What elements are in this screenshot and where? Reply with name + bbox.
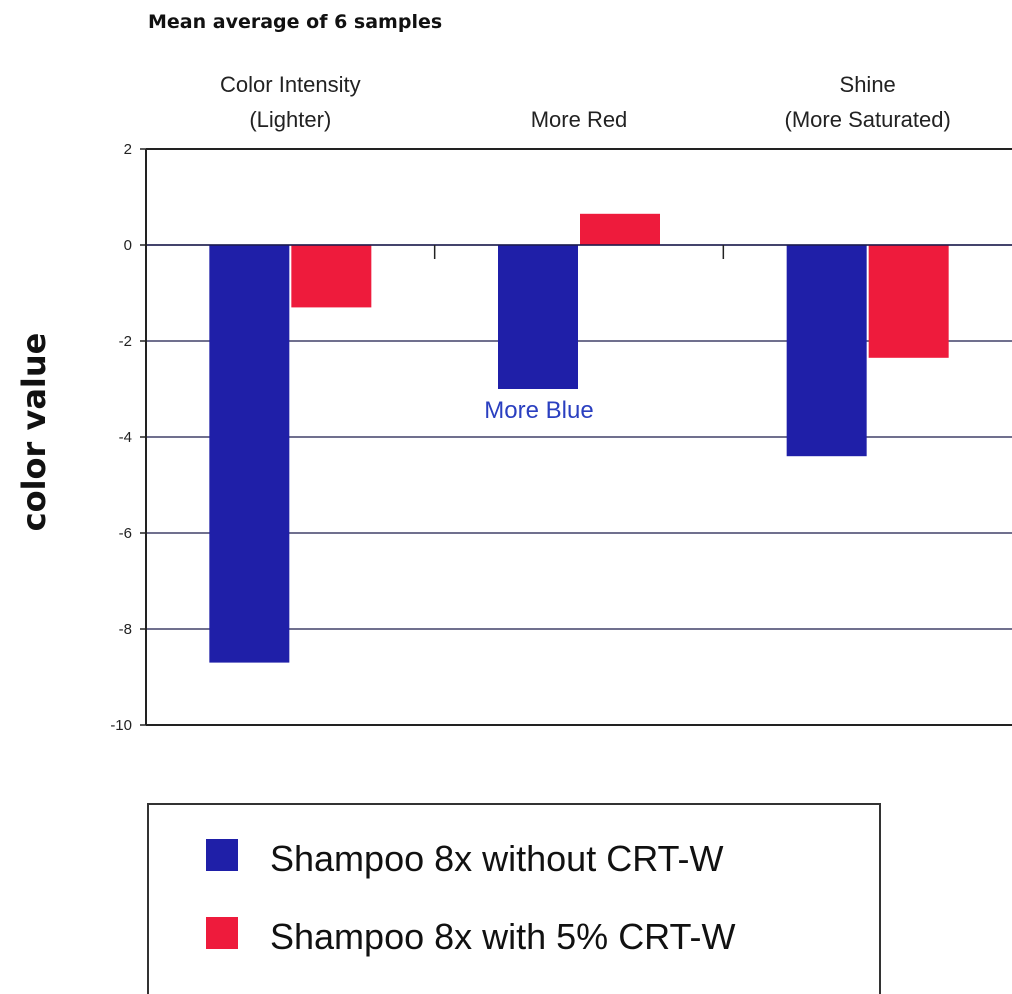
- y-tick-label: 2: [124, 141, 132, 158]
- y-tick-label: -8: [119, 621, 132, 638]
- y-tick-labels: 2 0 -2 -4 -6 -8 -10: [110, 141, 132, 734]
- category-label: (Lighter): [249, 107, 331, 132]
- legend-swatch-1: [206, 917, 238, 949]
- legend-label-0: Shampoo 8x without CRT-W: [270, 838, 724, 879]
- category-label: Color Intensity: [220, 72, 361, 97]
- chart-title: Mean average of 6 samples: [148, 11, 442, 33]
- legend-swatch-0: [206, 839, 238, 871]
- category-label: (More Saturated): [785, 107, 951, 132]
- legend: Shampoo 8x without CRT-W Shampoo 8x with …: [147, 803, 881, 994]
- annotation-more-blue: More Blue: [484, 397, 593, 424]
- bar-with-crtw-1: [580, 213, 660, 245]
- y-tick-label: 0: [124, 237, 132, 254]
- y-tick-label: -2: [119, 333, 132, 350]
- bar-without-crtw-0: [209, 245, 290, 663]
- y-axis-label: color value: [15, 333, 53, 532]
- annotations: More Blue: [484, 397, 593, 424]
- category-labels: Color Intensity (Lighter) More Red Shine (Mo…: [220, 72, 951, 132]
- y-tick-label: -4: [119, 429, 132, 446]
- category-label: Shine: [840, 72, 896, 97]
- bar-with-crtw-0: [291, 245, 372, 308]
- legend-box: [147, 803, 881, 994]
- bars: [209, 213, 949, 663]
- legend-label-1: Shampoo 8x with 5% CRT-W: [270, 916, 736, 957]
- bar-with-crtw-2: [868, 245, 949, 358]
- bar-without-crtw-2: [786, 245, 867, 457]
- axes: [145, 148, 1012, 726]
- bar-without-crtw-1: [498, 245, 578, 389]
- y-tick-label: -10: [110, 717, 132, 734]
- category-label: More Red: [531, 107, 628, 132]
- y-tick-label: -6: [119, 525, 132, 542]
